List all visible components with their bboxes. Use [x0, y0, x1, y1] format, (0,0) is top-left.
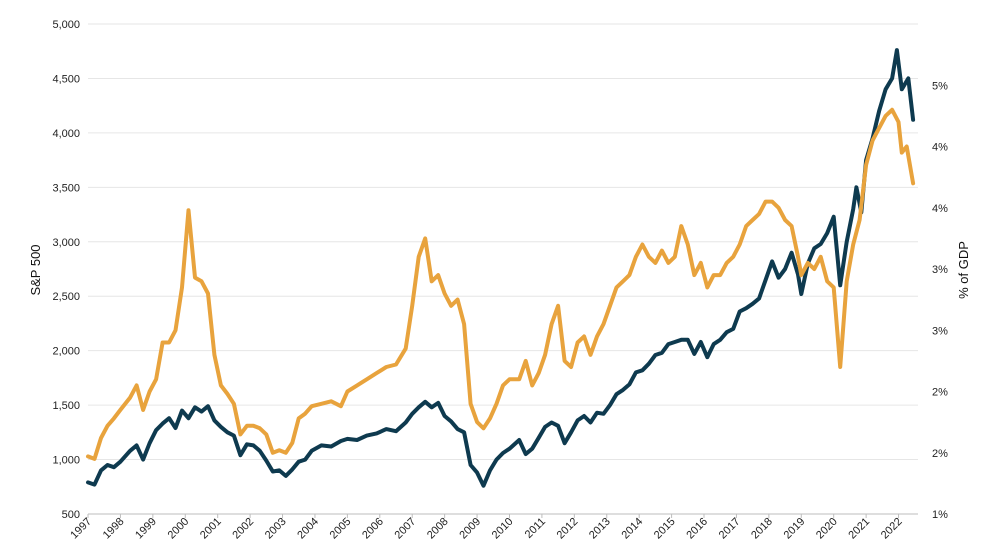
y2-tick-label: 1%: [932, 509, 948, 521]
y-tick-label: 4,500: [52, 73, 80, 85]
x-tick-label: 2022: [879, 516, 905, 542]
y-tick-label: 3,500: [52, 182, 80, 194]
gdp-percent-series-line: [86, 107, 916, 461]
x-tick-label: 2002: [230, 516, 256, 542]
x-tick-label: 2015: [652, 516, 678, 542]
x-tick-label: 1998: [101, 516, 127, 542]
x-tick-label: 2019: [782, 516, 808, 542]
x-tick-label: 2006: [360, 516, 386, 542]
right-axis-title: % of GDP: [956, 241, 971, 299]
y2-tick-label: 2%: [932, 448, 948, 460]
x-tick-label: 2001: [198, 516, 224, 542]
x-tick-label: 2004: [295, 516, 321, 542]
y2-tick-label: 4%: [932, 142, 948, 154]
x-tick-label: 1999: [133, 516, 159, 542]
y-tick-label: 1,500: [52, 400, 80, 412]
x-tick-label: 2018: [749, 516, 775, 542]
y2-tick-label: 5%: [932, 80, 948, 92]
left-axis-title: S&P 500: [28, 244, 43, 295]
x-tick-label: 2020: [814, 516, 840, 542]
x-tick-label: 2003: [263, 516, 289, 542]
x-tick-label: 2007: [393, 516, 419, 542]
series-lines: [86, 48, 916, 488]
x-tick-label: 2012: [555, 516, 581, 542]
y-tick-label: 2,500: [52, 291, 80, 303]
x-tick-label: 2017: [717, 516, 743, 542]
y2-tick-label: 3%: [932, 325, 948, 337]
x-tick-label: 2014: [619, 516, 645, 542]
sp500-series-line: [86, 48, 916, 488]
x-tick-label: 2005: [328, 516, 354, 542]
y-tick-label: 5,000: [52, 19, 80, 31]
x-tick-label: 2009: [457, 516, 483, 542]
x-tick-label: 2021: [846, 516, 872, 542]
y-tick-label: 4,000: [52, 128, 80, 140]
x-tick-label: 2000: [166, 516, 192, 542]
left-axis-ticks: 500 1,000 1,500 2,000 2,500 3,000 3,500 4,000 4,…: [52, 19, 80, 521]
gridlines: [88, 23, 918, 515]
x-tick-label: 2011: [523, 516, 548, 541]
y2-tick-label: 2%: [932, 387, 948, 399]
x-tick-label: 2008: [425, 516, 451, 542]
y-tick-label: 500: [62, 509, 80, 521]
y2-tick-label: 3%: [932, 264, 948, 276]
x-tick-label: 2010: [490, 516, 516, 542]
x-tick-label: 2016: [684, 516, 710, 542]
right-axis-ticks: 1% 2% 2% 3% 3% 4% 4% 5%: [932, 80, 948, 521]
x-axis-ticks: 1997 1998 1999 2000 2001 2002 2003 2004 2005 2006…: [68, 514, 905, 542]
x-tick-label: 2013: [587, 516, 613, 542]
y-tick-label: 2,000: [52, 346, 80, 358]
y2-tick-label: 4%: [932, 203, 948, 215]
y-tick-label: 3,000: [52, 237, 80, 249]
y-tick-label: 1,000: [52, 455, 80, 467]
